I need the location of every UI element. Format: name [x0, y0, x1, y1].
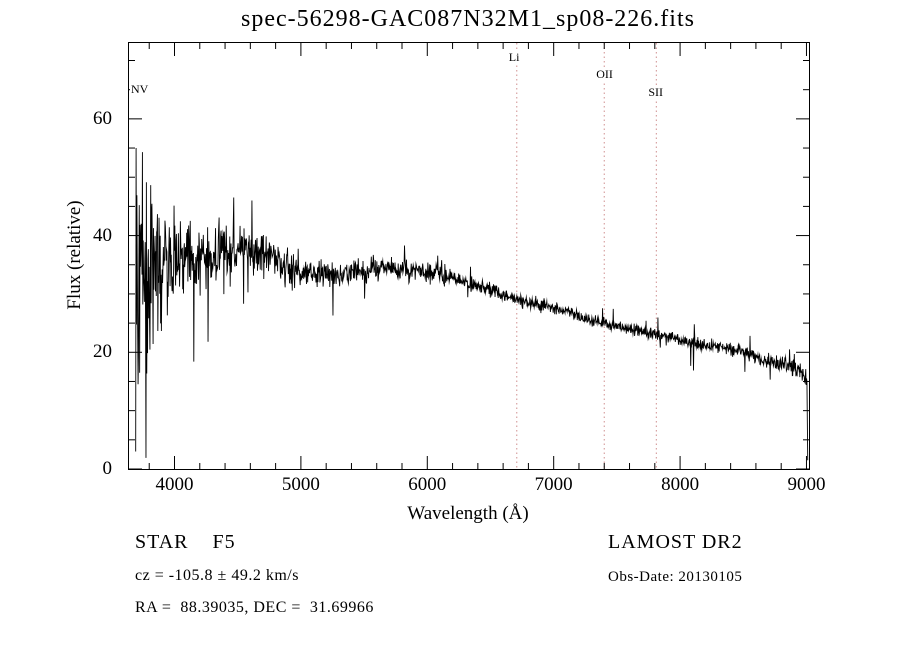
x-tick-label: 6000 [408, 474, 447, 495]
spectral-line-label-nv: NV [130, 82, 150, 96]
x-tick-label: 7000 [534, 474, 573, 495]
y-tick-label: 60 [93, 107, 112, 129]
cz-value: cz = -105.8 ± 49.2 km/s [135, 567, 299, 584]
obs-date: Obs-Date: 20130105 [608, 569, 743, 585]
plot-title: spec-56298-GAC087N32M1_sp08-226.fits [241, 6, 695, 32]
y-tick-label: 0 [102, 458, 113, 479]
y-tick-label: 20 [93, 341, 112, 363]
object-class-label: STAR F5 [135, 531, 236, 553]
spectral-line-label-oii: OII [595, 67, 614, 81]
y-tick-label: 40 [93, 224, 112, 246]
y-axis-label: Flux (relative) [64, 200, 85, 310]
survey-label: LAMOST DR2 [608, 531, 743, 553]
x-tick-label: 5000 [281, 474, 320, 495]
spectral-line-label-li: Li [507, 50, 521, 64]
x-axis-label: Wavelength (Å) [407, 503, 529, 524]
coordinates: RA = 88.39035, DEC = 31.69966 [135, 599, 374, 616]
plot-area: NV Li OII SII [128, 42, 810, 470]
spectrum-canvas [129, 43, 809, 469]
x-tick-label: 9000 [787, 474, 826, 495]
spectral-line-label-sii: SII [647, 85, 664, 99]
x-tick-label: 4000 [155, 474, 194, 495]
x-tick-label: 8000 [661, 474, 700, 495]
